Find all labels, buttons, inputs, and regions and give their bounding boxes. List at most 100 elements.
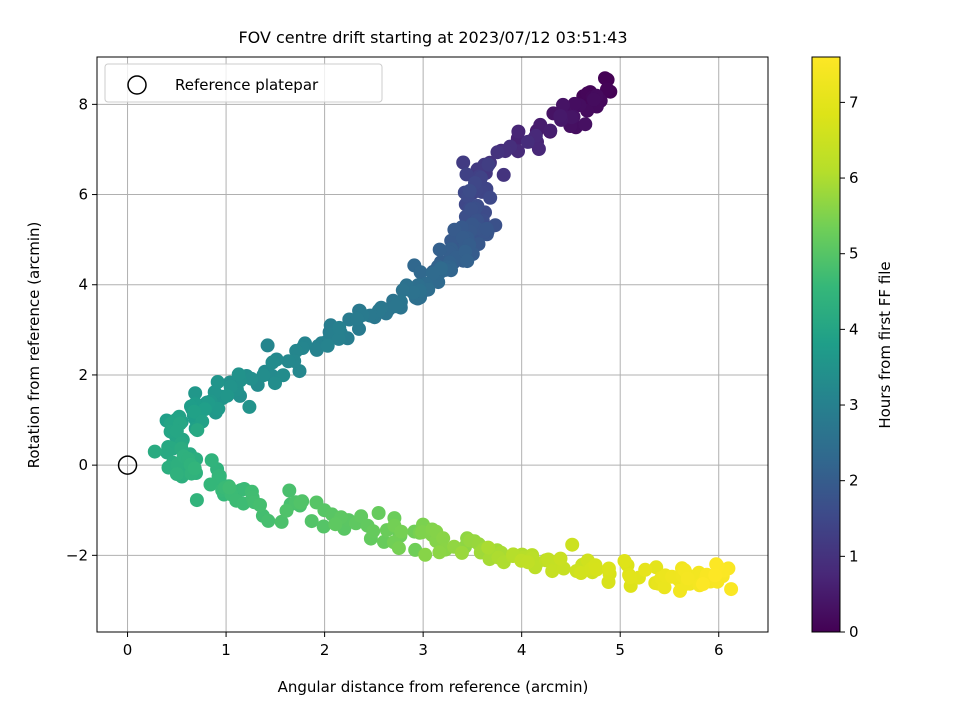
data-point <box>586 92 601 107</box>
data-point <box>279 503 294 518</box>
data-point <box>282 483 297 498</box>
data-point <box>253 498 267 512</box>
data-point <box>265 355 280 370</box>
data-point <box>260 338 275 353</box>
colorbar-tick-label: 0 <box>849 623 859 641</box>
data-point <box>304 514 319 529</box>
data-point <box>332 320 347 335</box>
data-point <box>395 283 410 298</box>
colorbar-tick-label: 3 <box>849 396 859 414</box>
data-point <box>454 545 469 560</box>
x-tick-label: 4 <box>517 641 527 659</box>
data-point <box>520 555 535 570</box>
plot-frame <box>96 56 769 633</box>
colorbar-tick-label: 2 <box>849 472 859 490</box>
data-point <box>578 117 593 132</box>
data-point <box>293 495 308 510</box>
colorbar-tick-label: 4 <box>849 320 859 338</box>
data-point <box>418 547 433 562</box>
data-point <box>460 254 475 269</box>
data-point <box>600 82 614 97</box>
data-point <box>496 167 511 182</box>
data-point <box>617 554 632 568</box>
data-point <box>657 580 672 595</box>
data-point <box>531 142 546 156</box>
data-point <box>425 266 440 281</box>
y-axis-ticks: −2 0 2 4 6 8 <box>66 95 97 564</box>
data-point <box>680 571 695 586</box>
data-point <box>220 388 235 403</box>
data-point <box>394 524 409 539</box>
data-point <box>190 423 205 438</box>
data-point <box>309 342 324 357</box>
data-point <box>331 331 346 346</box>
colorbar <box>811 56 841 633</box>
data-point <box>231 367 246 382</box>
data-point <box>459 167 474 182</box>
data-point <box>242 399 257 414</box>
data-point <box>261 513 276 528</box>
data-point <box>665 569 679 584</box>
data-point <box>371 506 386 520</box>
data-point <box>320 338 335 353</box>
x-axis-label: Angular distance from reference (arcmin) <box>278 678 589 696</box>
legend: Reference platepar <box>104 63 383 103</box>
data-point <box>462 183 477 198</box>
data-point <box>350 311 365 326</box>
data-point <box>545 564 560 579</box>
x-tick-label: 3 <box>418 641 428 659</box>
data-point <box>565 537 580 552</box>
data-point <box>708 568 723 583</box>
data-point <box>203 477 218 492</box>
x-tick-label: 5 <box>615 641 625 659</box>
data-point <box>436 531 451 546</box>
data-point <box>724 582 739 597</box>
y-tick-label: −2 <box>66 546 88 564</box>
x-tick-label: 1 <box>221 641 231 659</box>
data-point <box>520 134 535 149</box>
data-point <box>413 265 428 280</box>
y-tick-label: 0 <box>78 456 88 474</box>
data-point <box>432 545 447 560</box>
chart-title: FOV centre drift starting at 2023/07/12 … <box>238 28 627 47</box>
colorbar-tick-label: 6 <box>849 169 859 187</box>
data-point <box>623 570 638 585</box>
data-point <box>160 445 174 460</box>
reference-platepar-marker <box>117 455 138 475</box>
x-axis-ticks: 0 1 2 3 4 5 6 <box>123 632 724 659</box>
y-tick-label: 8 <box>78 95 88 113</box>
data-point <box>147 444 162 459</box>
data-point <box>256 368 271 383</box>
colorbar-tick-label: 1 <box>849 547 859 565</box>
scatter-points <box>147 71 739 598</box>
data-point <box>432 242 447 257</box>
data-point <box>483 190 498 205</box>
legend-label: Reference platepar <box>175 76 319 94</box>
data-point <box>598 71 612 86</box>
data-point <box>204 453 219 468</box>
data-point <box>187 461 202 476</box>
data-point <box>169 467 184 482</box>
data-point <box>244 371 259 386</box>
data-point <box>188 386 203 401</box>
data-point <box>479 221 494 236</box>
data-point <box>328 517 343 532</box>
data-point <box>601 561 616 576</box>
data-point <box>391 541 406 556</box>
data-point <box>696 577 710 592</box>
colorbar-ticks: 0 1 2 3 4 5 6 7 <box>840 93 859 641</box>
data-point <box>389 299 403 314</box>
y-tick-label: 4 <box>78 276 88 294</box>
x-tick-label: 6 <box>714 641 724 659</box>
y-axis-label: Rotation from reference (arcmin) <box>25 222 43 469</box>
data-point <box>281 354 296 369</box>
data-point <box>366 524 381 539</box>
data-point <box>406 285 421 300</box>
colorbar-tick-label: 5 <box>849 245 859 263</box>
data-point <box>553 551 568 566</box>
colorbar-label: Hours from first FF file <box>876 261 894 428</box>
data-point <box>567 96 582 111</box>
data-point <box>377 534 391 549</box>
data-point <box>456 155 471 170</box>
